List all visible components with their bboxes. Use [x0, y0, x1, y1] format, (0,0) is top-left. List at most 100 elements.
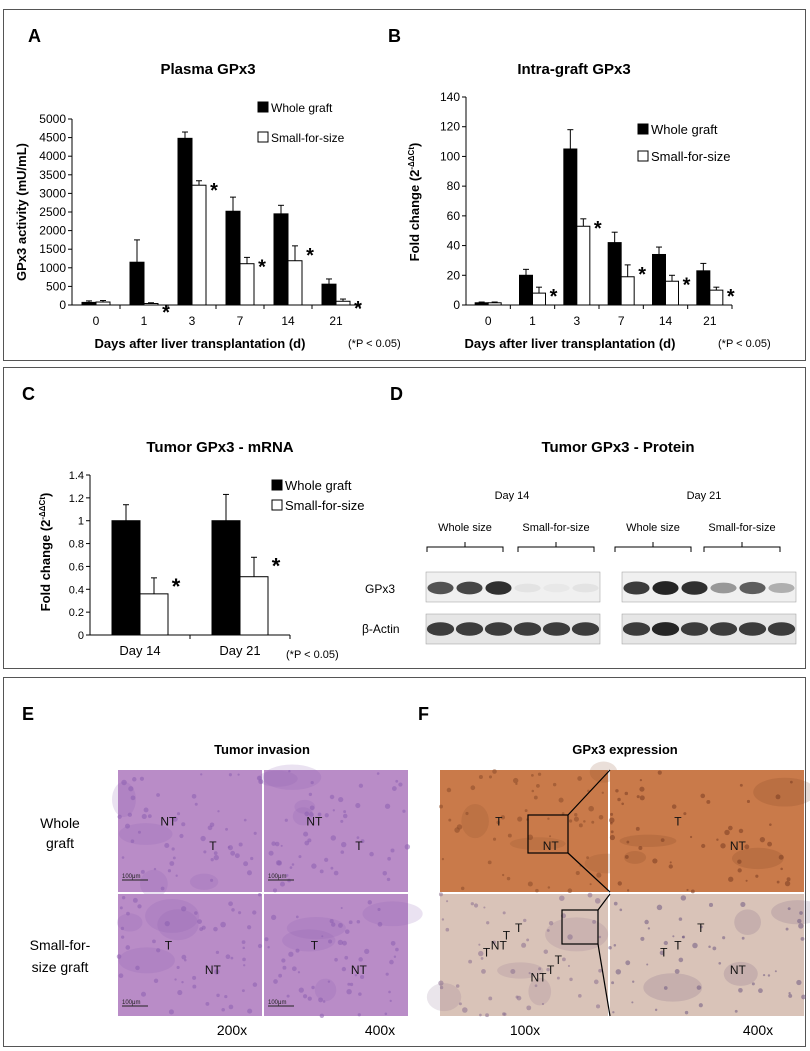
blot-subgroup-label: Whole size — [438, 522, 492, 534]
tissue-region — [497, 962, 544, 979]
nucleus — [192, 975, 197, 980]
histo-title-f: GPx3 expression — [572, 742, 678, 757]
nucleus — [252, 982, 258, 987]
nucleus — [609, 834, 616, 841]
nucleus — [358, 992, 362, 996]
nucleus — [546, 967, 550, 972]
nucleus — [646, 963, 649, 966]
zoom-connector — [567, 769, 611, 816]
y-tick-label: 4000 — [39, 149, 66, 163]
nucleus — [307, 838, 312, 843]
nucleus — [558, 797, 564, 803]
region-label: NT — [530, 971, 547, 985]
nucleus — [127, 812, 133, 817]
row-label-sfs-1: Small-for- — [30, 937, 91, 953]
scale-bar-label: 100μm — [268, 874, 286, 880]
nucleus — [724, 829, 730, 836]
nucleus — [242, 946, 245, 950]
y-tick-label: 2500 — [39, 205, 66, 219]
nucleus — [759, 837, 766, 843]
nucleus — [621, 802, 624, 806]
nucleus — [500, 815, 506, 820]
nucleus — [701, 843, 706, 849]
nucleus — [541, 1002, 545, 1006]
nucleus — [788, 992, 791, 995]
nucleus — [778, 854, 784, 860]
chart-plasma-gpx3: Plasma GPx3 Days after liver transplanta… — [14, 61, 401, 351]
nucleus — [205, 1002, 210, 1006]
nucleus — [615, 789, 619, 793]
nucleus — [141, 813, 147, 820]
nucleus — [478, 775, 483, 780]
nucleus — [390, 848, 395, 853]
nucleus — [699, 925, 703, 929]
y-tick-label: 4500 — [39, 131, 66, 145]
bar — [239, 576, 269, 636]
nucleus — [610, 830, 614, 834]
nucleus — [124, 823, 130, 829]
nucleus — [587, 789, 590, 793]
tissue-region — [314, 978, 337, 1002]
nucleus — [640, 936, 645, 941]
chart-title: Plasma GPx3 — [160, 61, 255, 78]
blot-band-actin — [767, 622, 796, 636]
nucleus — [663, 986, 668, 990]
y-tick-label: 5000 — [39, 112, 66, 126]
nucleus — [656, 904, 663, 911]
nucleus — [234, 853, 240, 859]
nucleus — [332, 809, 335, 812]
nucleus — [289, 866, 293, 869]
nucleus — [547, 817, 550, 820]
blot-band-actin — [680, 622, 709, 636]
nucleus — [302, 994, 308, 999]
significance-note: (*P < 0.05) — [718, 338, 771, 350]
nucleus — [216, 993, 220, 998]
nucleus — [700, 793, 706, 799]
y-tick-label: 1 — [78, 516, 84, 528]
nucleus — [364, 948, 370, 954]
nucleus — [213, 854, 219, 861]
nucleus — [438, 892, 443, 897]
chart-title: Intra-graft GPx3 — [517, 61, 630, 78]
nucleus — [287, 878, 292, 883]
tissue-region — [528, 977, 552, 1006]
nucleus — [598, 935, 602, 939]
nucleus — [177, 989, 183, 996]
x-tick-label: Day 14 — [119, 643, 160, 658]
nucleus — [698, 1003, 703, 1008]
nucleus — [303, 831, 309, 837]
y-tick-label: 1000 — [39, 261, 66, 275]
tissue-region — [118, 823, 173, 845]
nucleus — [384, 803, 391, 809]
y-tick-label: 0.2 — [69, 607, 84, 619]
nucleus — [552, 782, 557, 787]
nucleus — [441, 857, 445, 861]
y-tick-label: 60 — [447, 209, 461, 223]
nucleus — [360, 839, 365, 844]
nucleus — [298, 855, 302, 859]
nucleus — [787, 907, 791, 911]
nucleus — [192, 984, 197, 989]
nucleus — [767, 974, 771, 977]
nucleus — [117, 814, 122, 819]
nucleus — [737, 859, 742, 864]
nucleus — [774, 970, 777, 973]
nucleus — [533, 795, 538, 800]
nucleus — [285, 873, 289, 877]
nucleus — [488, 775, 493, 779]
nucleus — [356, 920, 361, 924]
nucleus — [587, 892, 593, 898]
nucleus — [712, 946, 717, 951]
nucleus — [478, 943, 481, 946]
blot-band-gpx3 — [710, 582, 737, 594]
nucleus — [506, 876, 511, 881]
nucleus — [755, 874, 759, 878]
y-tick-label: 2000 — [39, 224, 66, 238]
nucleus — [624, 791, 629, 796]
x-tick-label: 21 — [329, 314, 343, 328]
region-label: T — [555, 953, 563, 967]
nucleus — [243, 861, 249, 867]
nucleus — [237, 773, 240, 776]
y-tick-label: 40 — [447, 239, 461, 253]
blot-bracket — [517, 542, 595, 552]
